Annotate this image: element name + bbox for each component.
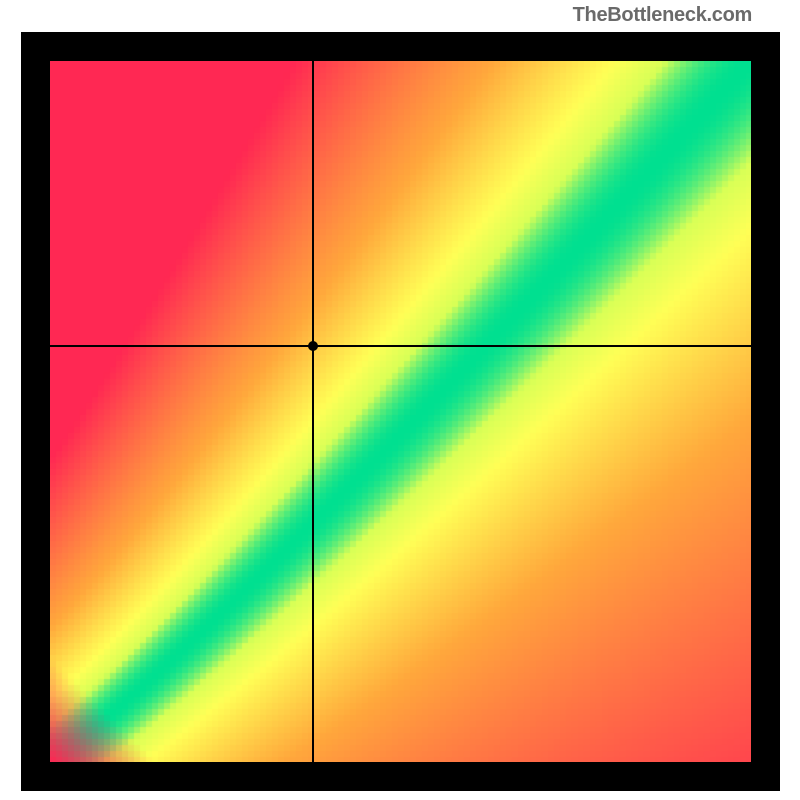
attribution-text: TheBottleneck.com: [573, 4, 752, 27]
crosshair-marker: [308, 341, 318, 351]
crosshair-vertical: [312, 61, 314, 762]
crosshair-horizontal: [50, 345, 751, 347]
plot-area: [50, 61, 751, 762]
heatmap-canvas: [50, 61, 751, 762]
